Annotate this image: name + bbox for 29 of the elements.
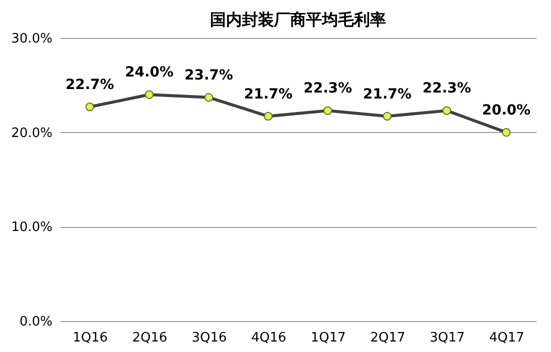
x-tick-label: 4Q17 <box>489 330 524 346</box>
point <box>442 106 452 115</box>
point <box>144 90 154 99</box>
data-label: 21.7% <box>244 86 293 102</box>
point <box>264 112 273 121</box>
data-label: 24.0% <box>124 64 174 81</box>
x-tick-label: 4Q16 <box>251 330 286 346</box>
x-tick-label: 2Q17 <box>370 330 406 346</box>
data-label: 22.7% <box>65 76 114 93</box>
y-tick-label: 30.0% <box>11 32 52 46</box>
data-label: 22.3% <box>303 80 352 97</box>
point <box>502 128 511 137</box>
y-tick-label: 0.0% <box>19 314 52 330</box>
data-label: 23.7% <box>184 67 234 84</box>
x-tick-label: 3Q16 <box>192 330 227 346</box>
y-tick-label: 10.0% <box>11 220 52 236</box>
point <box>85 102 94 112</box>
data-label: 21.7% <box>362 86 412 102</box>
point <box>323 106 332 115</box>
x-tick-label: 1Q16 <box>72 330 108 346</box>
y-tick-label: 20.0% <box>11 126 52 141</box>
data-label: 22.3% <box>422 80 472 97</box>
x-tick-label: 2Q16 <box>132 330 168 346</box>
x-tick-label: 3Q17 <box>430 330 465 346</box>
chart-title: 国内封装厂商平均毛利率 <box>210 10 386 29</box>
point <box>382 112 392 121</box>
point <box>204 93 214 102</box>
data-label: 20.0% <box>482 102 531 118</box>
x-tick-label: 1Q17 <box>310 330 346 346</box>
